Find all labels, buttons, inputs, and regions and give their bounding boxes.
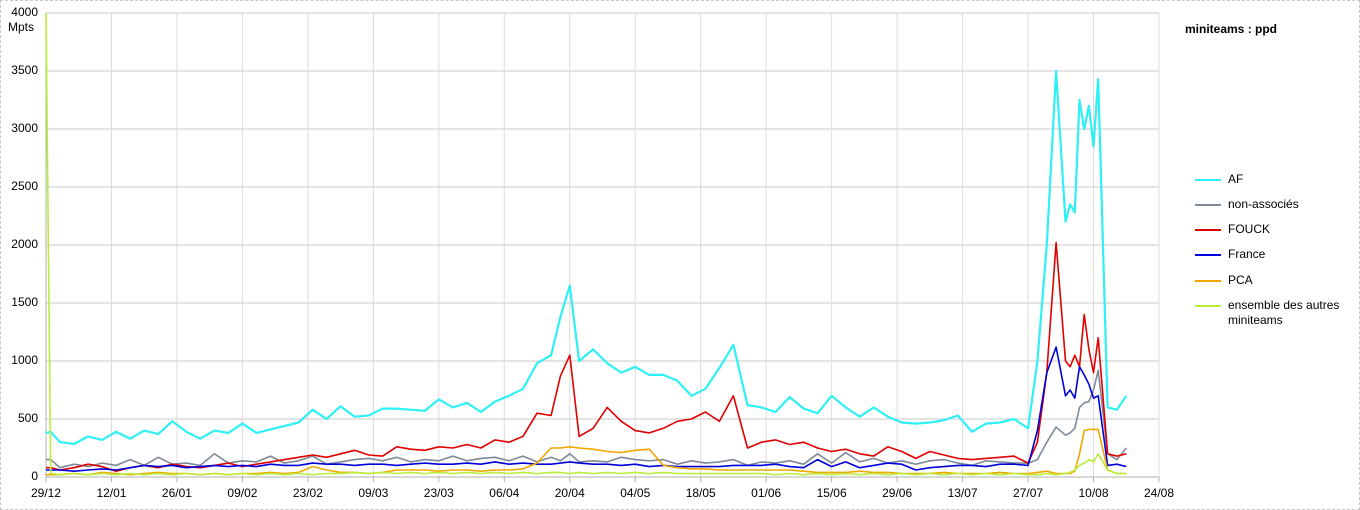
x-tick-label: 10/08 — [1079, 486, 1109, 500]
x-tick-label: 29/12 — [31, 486, 61, 500]
legend-label: ensemble des autres miniteams — [1228, 298, 1340, 327]
series-line — [46, 346, 1127, 472]
x-tick-label: 23/03 — [424, 486, 454, 500]
x-tick-label: 26/01 — [162, 486, 192, 500]
y-tick-label: 2000 — [11, 237, 38, 251]
x-tick-label: 23/02 — [293, 486, 323, 500]
y-tick-label: 3000 — [11, 121, 38, 135]
y-tick-label: 3500 — [11, 63, 38, 77]
series-line — [45, 12, 1127, 476]
grid — [45, 12, 1160, 478]
y-tick-label: 500 — [18, 411, 38, 425]
legend-item: France — [1195, 247, 1355, 262]
x-tick-label: 09/02 — [227, 486, 257, 500]
legend-item: non-associés — [1195, 197, 1355, 212]
legend-item: FOUCK — [1195, 222, 1355, 237]
x-tick-label: 15/06 — [817, 486, 847, 500]
legend-item: PCA — [1195, 273, 1355, 288]
y-axis-label: Mpts — [8, 20, 34, 34]
y-tick-label: 2500 — [11, 179, 38, 193]
x-tick-label: 06/04 — [489, 486, 519, 500]
legend-label: AF — [1228, 172, 1244, 186]
x-tick-label: 18/05 — [686, 486, 716, 500]
legend-label: PCA — [1228, 273, 1253, 287]
legend-label: FOUCK — [1228, 222, 1270, 236]
x-tick-label: 24/08 — [1144, 486, 1174, 500]
legend-swatch — [1195, 305, 1221, 307]
x-tick-label: 13/07 — [948, 486, 978, 500]
legend-swatch — [1195, 179, 1221, 181]
x-tick-label: 12/01 — [96, 486, 126, 500]
y-tick-label: 1500 — [11, 295, 38, 309]
y-tick-label: 1000 — [11, 353, 38, 367]
x-tick-label: 04/05 — [620, 486, 650, 500]
y-tick-label: 4000 — [11, 5, 38, 19]
series-line — [46, 369, 1127, 469]
y-tick-label: 0 — [31, 469, 38, 483]
legend-swatch — [1195, 254, 1221, 256]
series-line — [46, 428, 1127, 476]
x-tick-label: 01/06 — [751, 486, 781, 500]
x-tick-label: 29/06 — [882, 486, 912, 500]
x-tick-label: 09/03 — [358, 486, 388, 500]
legend-swatch — [1195, 204, 1221, 206]
legend-swatch — [1195, 280, 1221, 282]
series-line — [45, 69, 1128, 445]
series-line — [46, 241, 1127, 472]
x-tick-label: 20/04 — [555, 486, 585, 500]
chart-title: miniteams : ppd — [1185, 22, 1277, 36]
legend-item: ensemble des autres miniteams — [1195, 298, 1355, 328]
legend-item: AF — [1195, 172, 1355, 187]
x-tick-label: 27/07 — [1013, 486, 1043, 500]
legend-label: France — [1228, 247, 1266, 261]
legend-label: non-associés — [1228, 197, 1299, 211]
legend-swatch — [1195, 229, 1221, 231]
